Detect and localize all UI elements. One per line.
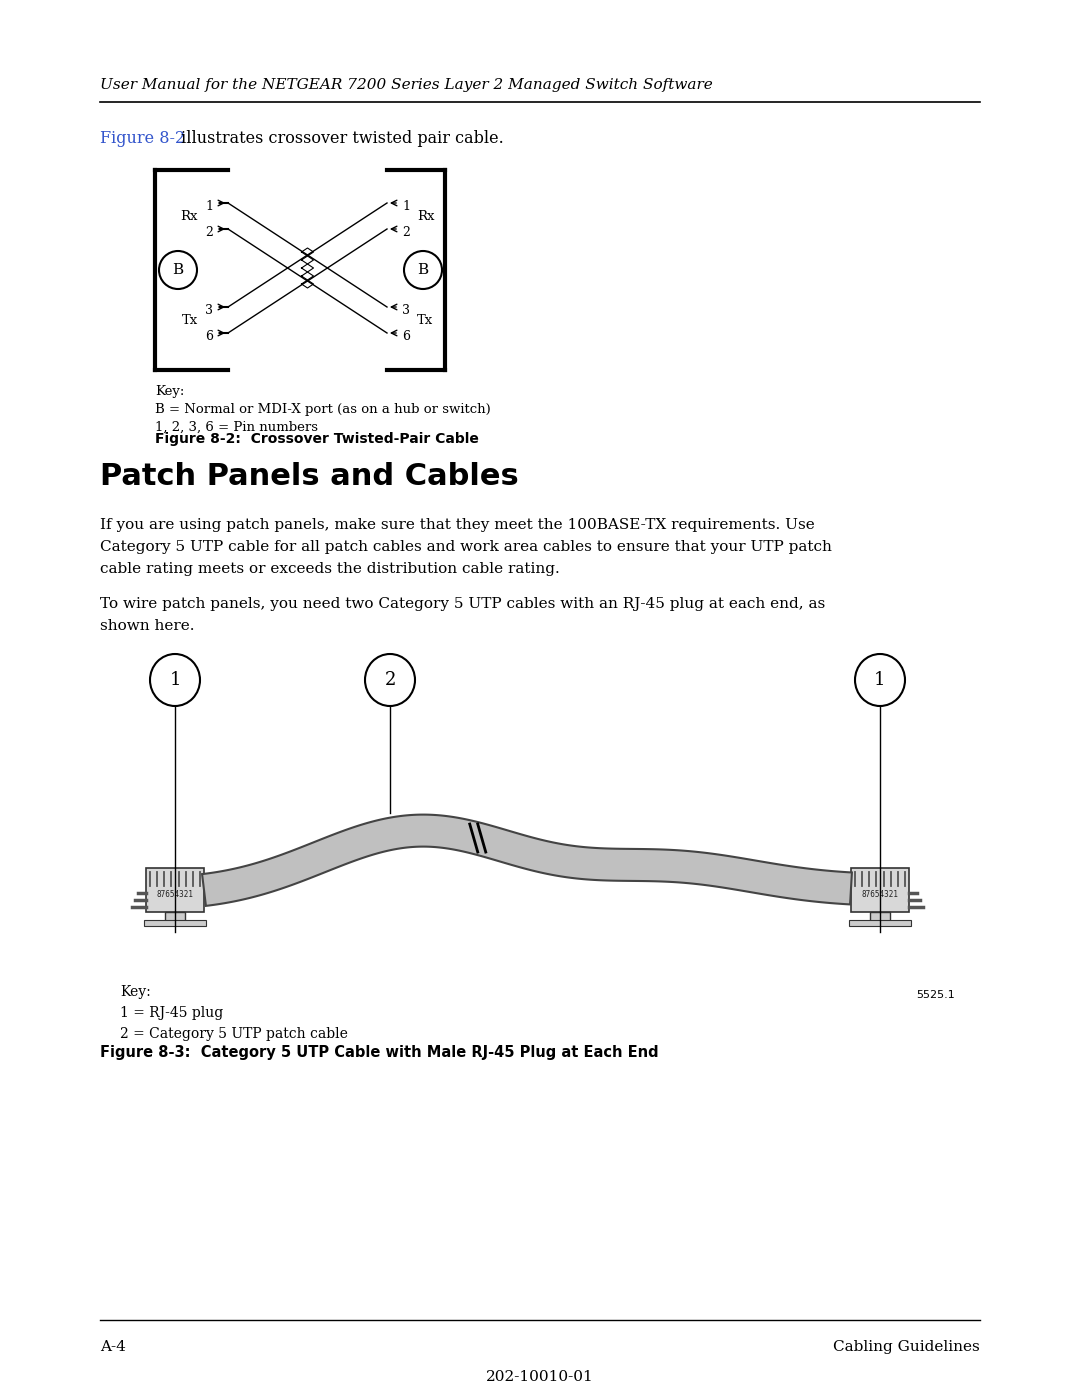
FancyBboxPatch shape: [144, 921, 206, 926]
Text: 87654321: 87654321: [157, 890, 193, 900]
Text: 1: 1: [170, 671, 180, 689]
Text: 202-10010-01: 202-10010-01: [486, 1370, 594, 1384]
FancyBboxPatch shape: [870, 912, 890, 922]
FancyBboxPatch shape: [851, 868, 909, 912]
Text: Key:: Key:: [156, 386, 185, 398]
Text: 2: 2: [384, 671, 395, 689]
Text: User Manual for the NETGEAR 7200 Series Layer 2 Managed Switch Software: User Manual for the NETGEAR 7200 Series …: [100, 78, 713, 92]
FancyBboxPatch shape: [849, 921, 912, 926]
Text: Rx: Rx: [180, 210, 198, 222]
Text: Patch Panels and Cables: Patch Panels and Cables: [100, 462, 518, 490]
Text: 3: 3: [205, 305, 213, 317]
Text: shown here.: shown here.: [100, 619, 194, 633]
Text: 6: 6: [402, 330, 410, 344]
Text: 87654321: 87654321: [862, 890, 899, 900]
Text: 1: 1: [874, 671, 886, 689]
Text: 1, 2, 3, 6 = Pin numbers: 1, 2, 3, 6 = Pin numbers: [156, 420, 318, 434]
FancyBboxPatch shape: [146, 868, 204, 912]
Text: 1: 1: [402, 200, 410, 212]
Text: 1: 1: [205, 200, 213, 212]
Text: 2: 2: [402, 226, 410, 239]
Text: 3: 3: [402, 305, 410, 317]
Text: Figure 8-2: Figure 8-2: [100, 130, 185, 147]
Text: 6: 6: [205, 330, 213, 344]
Ellipse shape: [855, 654, 905, 705]
Text: Figure 8-3:  Category 5 UTP Cable with Male RJ-45 Plug at Each End: Figure 8-3: Category 5 UTP Cable with Ma…: [100, 1045, 659, 1060]
Text: B = Normal or MDI-X port (as on a hub or switch): B = Normal or MDI-X port (as on a hub or…: [156, 402, 490, 416]
Text: Key:: Key:: [120, 985, 151, 999]
FancyBboxPatch shape: [165, 912, 185, 922]
Text: Cabling Guidelines: Cabling Guidelines: [834, 1340, 980, 1354]
Text: 1 = RJ-45 plug: 1 = RJ-45 plug: [120, 1006, 224, 1020]
Text: If you are using patch panels, make sure that they meet the 100BASE-TX requireme: If you are using patch panels, make sure…: [100, 518, 814, 532]
Text: 5525.1: 5525.1: [916, 990, 955, 1000]
Text: 2: 2: [205, 226, 213, 239]
Ellipse shape: [365, 654, 415, 705]
Text: illustrates crossover twisted pair cable.: illustrates crossover twisted pair cable…: [176, 130, 503, 147]
Polygon shape: [202, 814, 852, 905]
Text: Tx: Tx: [181, 313, 198, 327]
Ellipse shape: [150, 654, 200, 705]
Text: B: B: [173, 263, 184, 277]
Text: Tx: Tx: [417, 313, 433, 327]
Text: To wire patch panels, you need two Category 5 UTP cables with an RJ-45 plug at e: To wire patch panels, you need two Categ…: [100, 597, 825, 610]
Text: cable rating meets or exceeds the distribution cable rating.: cable rating meets or exceeds the distri…: [100, 562, 559, 576]
Text: Rx: Rx: [417, 210, 434, 222]
Text: 2 = Category 5 UTP patch cable: 2 = Category 5 UTP patch cable: [120, 1027, 348, 1041]
Text: Figure 8-2:  Crossover Twisted-Pair Cable: Figure 8-2: Crossover Twisted-Pair Cable: [156, 432, 478, 446]
Text: A-4: A-4: [100, 1340, 126, 1354]
Text: B: B: [418, 263, 429, 277]
Text: Category 5 UTP cable for all patch cables and work area cables to ensure that yo: Category 5 UTP cable for all patch cable…: [100, 541, 832, 555]
